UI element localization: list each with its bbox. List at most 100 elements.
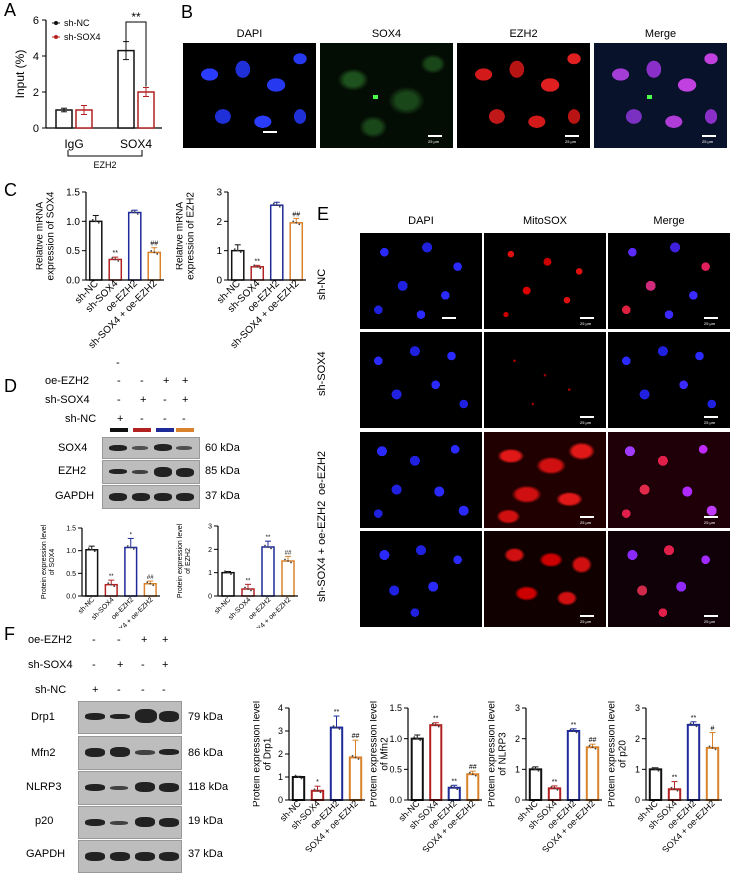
data-point [94, 220, 97, 223]
data-point [236, 249, 239, 252]
bar [705, 746, 720, 802]
data-point [591, 746, 594, 749]
significance-mark: ## [147, 575, 154, 581]
y-tick-label: 0.0 [389, 795, 402, 805]
panel-letter-f: F [4, 624, 15, 644]
bar [447, 786, 461, 801]
y-tick-label: 3 [216, 188, 222, 199]
band [135, 817, 155, 827]
bar [686, 723, 701, 801]
bar [289, 222, 304, 281]
data-point [569, 728, 572, 731]
wb-f-mark: + [162, 659, 169, 671]
blot-f-nlrp3 [78, 771, 182, 805]
y-axis-label-line: Protein expression level [41, 524, 48, 599]
wb-d-condition-oe-ezh2: oe-EZH2 [45, 375, 90, 387]
data-point [278, 205, 281, 208]
band [154, 467, 172, 477]
significance-mark: ** [452, 778, 458, 785]
data-point [711, 746, 714, 749]
wb-f-condition-sh-nc: sh-NC [35, 684, 67, 696]
y-axis-label: Input (%) [13, 50, 27, 99]
data-point [689, 722, 692, 725]
data-point [107, 582, 110, 585]
wb-d-kda-ezh2: 85 kDa [205, 465, 240, 477]
x-tick-label: SOX4 [120, 137, 152, 151]
significance-bracket [125, 21, 147, 87]
bar [137, 91, 155, 129]
y-axis-label: Protein expression levelof p20 [608, 701, 629, 807]
data-point [93, 550, 96, 553]
y-axis-label-line: Protein expression level [177, 523, 184, 598]
data-point [153, 251, 156, 254]
wb-f-kda-drp1: 79 kDa [188, 711, 223, 723]
data-point [300, 777, 303, 780]
data-point [550, 785, 553, 788]
wb-f-mark: - [117, 684, 121, 696]
significance-mark: ** [266, 535, 271, 541]
significance-mark: # [711, 726, 715, 733]
significance-mark: ## [285, 550, 292, 556]
scale-bar [565, 135, 579, 137]
data-point [110, 583, 113, 586]
bar [250, 266, 265, 281]
wb-f-mark: - [117, 634, 121, 646]
data-point [651, 766, 654, 769]
band [154, 444, 172, 451]
bar [648, 768, 663, 802]
bar [281, 560, 295, 597]
micrograph-e-mitosox-sh-nc: 25 μm [484, 233, 606, 329]
y-tick-label: 1.5 [66, 188, 80, 199]
data-point [90, 548, 93, 551]
data-point [354, 756, 357, 759]
data-point [247, 588, 249, 590]
band [135, 782, 155, 792]
band [110, 714, 130, 719]
wb-f-mark: + [92, 684, 99, 696]
bar [127, 211, 142, 281]
y-tick-label: 1 [515, 764, 520, 774]
data-point [434, 724, 437, 727]
scale-bar [704, 516, 718, 518]
bar [566, 730, 581, 801]
panel-e-row-label-sh-nc: sh-NC [316, 268, 328, 300]
band [109, 469, 127, 474]
scale-label: 25 μm [704, 321, 716, 326]
y-tick-label: 0 [278, 795, 283, 805]
y-axis-label-line: of Mfn2 [380, 737, 391, 771]
scale-label: 25 μm [704, 619, 716, 624]
y-tick-label: 1 [216, 246, 222, 257]
micrograph-e-dapi-sh-sox4 [360, 332, 482, 428]
scale-label: 25 μm [702, 139, 714, 144]
bar [85, 549, 99, 597]
data-point [657, 769, 660, 772]
scale-bar [704, 317, 718, 319]
bar [117, 49, 135, 129]
data-point [471, 773, 474, 776]
bar [291, 776, 306, 801]
y-axis-label-line: expression of SOX4 [46, 191, 57, 280]
wb-d-condition-sh-sox4: sh-SOX4 [45, 394, 90, 406]
data-point [419, 739, 422, 742]
significance-mark: ** [255, 258, 261, 265]
band [110, 747, 130, 757]
micrograph-b-sox4: 25 μm [320, 43, 453, 148]
bar [429, 724, 443, 801]
data-point [453, 786, 456, 789]
significance-mark: ** [552, 779, 558, 786]
micrograph-e-dapi-combo [360, 531, 482, 627]
wb-d-mark: - [140, 375, 144, 387]
data-point [313, 788, 316, 791]
data-point [474, 774, 477, 777]
y-axis-label: Protein expression levelof Drp1 [253, 701, 274, 807]
data-point [284, 558, 286, 561]
band [176, 446, 192, 450]
data-point [676, 789, 679, 792]
wb-d-mark: + [163, 375, 170, 387]
x-tick-label: IgG [64, 137, 83, 151]
data-point [416, 737, 419, 740]
blot-f-gapdh [78, 840, 182, 873]
band [135, 852, 155, 861]
scale-bar [263, 131, 277, 133]
